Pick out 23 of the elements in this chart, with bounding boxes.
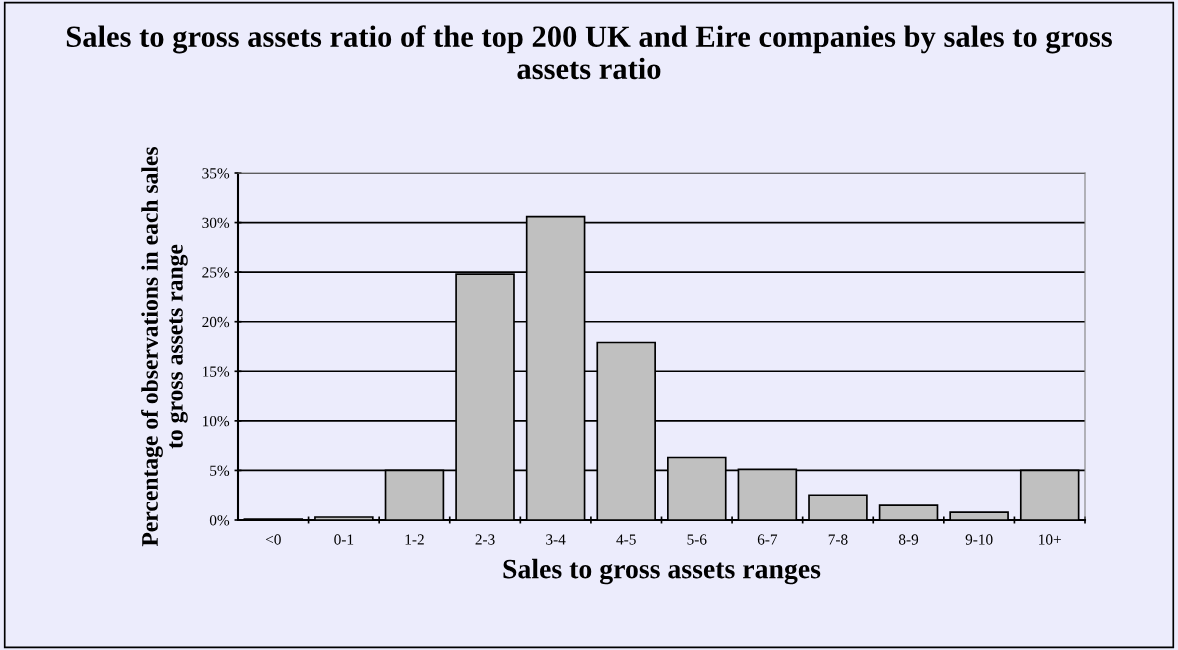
y-tick-label: 35% [202,168,230,179]
chart-title: Sales to gross assets ratio of the top 200 UK and Eire companies by sales to gross assets ratio [66,25,1112,80]
x-tick-label: 3-4 [546,534,566,545]
x-tick-label: 6-7 [757,534,778,545]
x-tick-label: 9-10 [965,534,993,545]
x-tick-label: 2-3 [475,534,495,545]
x-tick-label: 7-8 [828,534,848,545]
y-tick-label: 5% [210,465,230,476]
y-tick-label: 10% [203,416,230,427]
x-tick-label: 0-1 [334,534,354,545]
y-tick-label: 0% [209,515,230,526]
y-tick-label: 25% [202,267,230,278]
x-axis-title: Sales to gross assets ranges [503,558,821,585]
x-tick-label: 8-9 [898,534,919,545]
x-tick-label: 4-5 [616,534,636,545]
y-tick-label: 20% [202,316,230,328]
x-tick-label: 1-2 [405,534,424,545]
y-tick-label: 30% [202,217,230,229]
x-tick-label: 5-6 [687,534,707,545]
x-tick-label: <0 [265,534,281,545]
y-tick-label: 15% [203,366,230,377]
x-tick-label: 10+ [1039,534,1061,545]
y-axis-title: Percentage of observations in each sales to gross assets range [141,146,188,547]
